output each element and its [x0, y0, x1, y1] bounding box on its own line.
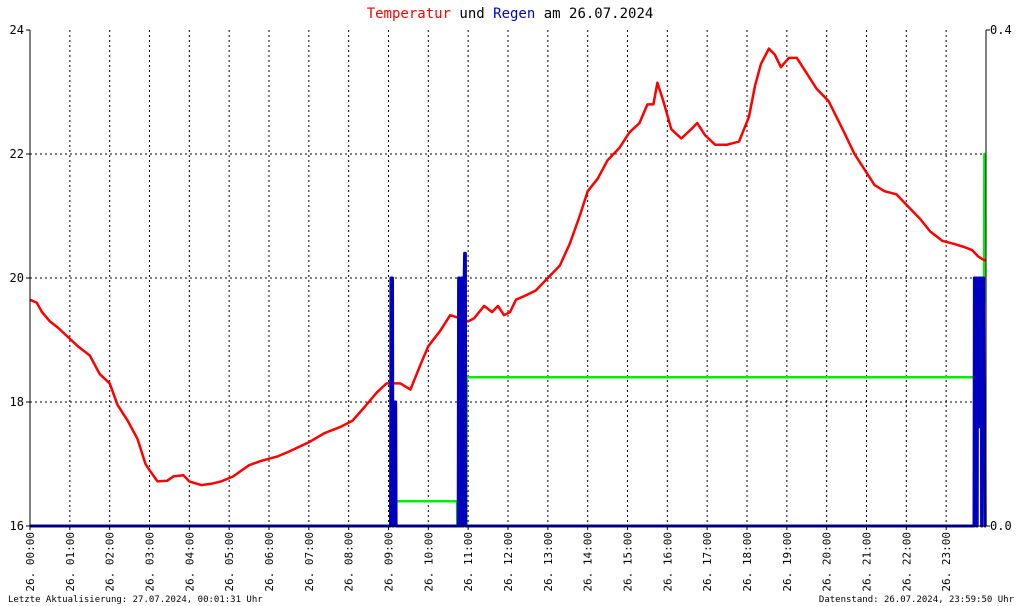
x-tick-label: 26. 20:00	[821, 532, 834, 592]
y-tick-label-left: 22	[10, 147, 24, 161]
x-tick-label: 26. 03:00	[144, 532, 157, 592]
x-tick-label: 26. 15:00	[622, 532, 635, 592]
x-tick-label: 26. 19:00	[781, 532, 794, 592]
x-tick-label: 26. 00:00	[24, 532, 37, 592]
y-tick-label-left: 18	[10, 395, 24, 409]
x-tick-label: 26. 11:00	[462, 532, 475, 592]
x-tick-label: 26. 18:00	[741, 532, 754, 592]
rain-cumulative-line	[392, 152, 986, 528]
footer-data-status: Datenstand: 26.07.2024, 23:59:50 Uhr	[819, 595, 1015, 605]
x-tick-label: 26. 22:00	[900, 532, 913, 592]
x-tick-label: 26. 10:00	[422, 532, 435, 592]
title-rain: Regen	[493, 6, 535, 22]
x-tick-label: 26. 17:00	[701, 532, 714, 592]
x-tick-label: 26. 06:00	[263, 532, 276, 592]
y-tick-label-right: 0.4	[990, 23, 1012, 37]
series-layer	[29, 47, 987, 528]
x-tick-label: 26. 14:00	[582, 532, 595, 592]
x-tick-label: 26. 23:00	[940, 532, 953, 592]
y-tick-label-right: 0.0	[990, 519, 1012, 533]
x-tick-label: 26. 13:00	[542, 532, 555, 592]
y-tick-label-left: 16	[10, 519, 24, 533]
title-date: am 26.07.2024	[535, 6, 653, 22]
title-and: und	[451, 6, 493, 22]
footer-last-update: Letzte Aktualisierung: 27.07.2024, 00:01…	[8, 595, 263, 605]
x-tick-label: 26. 02:00	[104, 532, 117, 592]
rain-line	[30, 251, 987, 528]
grid	[30, 30, 986, 526]
chart-title: Temperatur und Regen am 26.07.2024	[367, 6, 654, 22]
x-tick-label: 26. 08:00	[343, 532, 356, 592]
x-tick-label: 26. 16:00	[661, 532, 674, 592]
temperature-line	[29, 47, 987, 487]
x-tick-label: 26. 12:00	[502, 532, 515, 592]
x-tick-label: 26. 21:00	[861, 532, 874, 592]
x-tick-label: 26. 04:00	[183, 532, 196, 592]
x-tick-label: 26. 09:00	[383, 532, 396, 592]
x-tick-label: 26. 07:00	[303, 532, 316, 592]
y-tick-label-left: 24	[10, 23, 24, 37]
axes: 16 18 20 22 24 0.0 0.4 26. 00:00 26. 01:00 26. 02…	[10, 23, 1012, 592]
title-temperature: Temperatur	[367, 6, 451, 22]
x-tick-label: 26. 05:00	[223, 532, 236, 592]
y-tick-label-left: 20	[10, 271, 24, 285]
x-tick-label: 26. 01:00	[64, 532, 77, 592]
